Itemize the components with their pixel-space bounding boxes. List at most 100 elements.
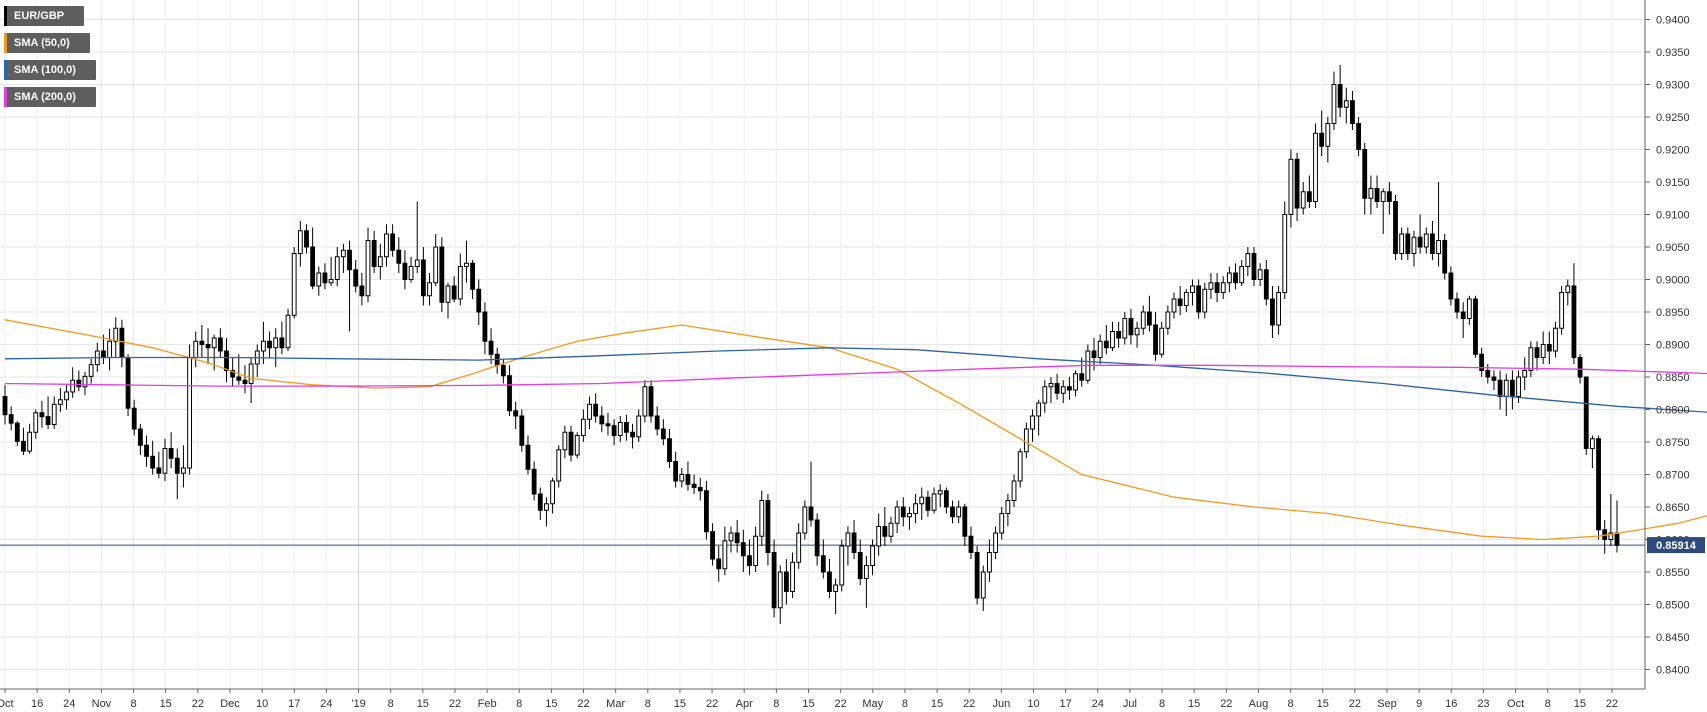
candle-body-up	[1325, 123, 1331, 147]
candle	[242, 365, 248, 394]
legend: EUR/GBP SMA (50,0) SMA (100,0) SMA (200,…	[4, 6, 96, 114]
x-tick-label: 8	[1545, 698, 1551, 710]
candle	[728, 526, 734, 553]
candle-body-down	[101, 350, 106, 358]
candle	[1060, 380, 1066, 403]
legend-item-sma-100[interactable]: SMA (100,0)	[4, 60, 96, 80]
candle	[611, 419, 617, 446]
candle	[1110, 321, 1115, 351]
candle	[279, 321, 285, 355]
candle-body-up	[57, 399, 63, 405]
candle	[45, 396, 51, 429]
y-tick-label: 0.9300	[1656, 80, 1690, 92]
candle	[630, 423, 635, 449]
candle	[1208, 273, 1214, 299]
candle-body-up	[261, 340, 266, 352]
candle	[236, 354, 242, 385]
candle-body-down	[685, 474, 691, 485]
candle-body-down	[8, 414, 14, 424]
candle	[414, 201, 420, 273]
y-tick-label: 0.9050	[1656, 242, 1690, 254]
candle-body-up	[1042, 386, 1048, 404]
candle-body-up	[870, 545, 875, 566]
candle-body-down	[740, 542, 746, 557]
candle	[384, 224, 389, 267]
candle-body-up	[1011, 480, 1017, 501]
candle	[691, 474, 697, 494]
grid-layer	[0, 0, 1645, 689]
legend-item-sma-50[interactable]: SMA (50,0)	[4, 33, 90, 53]
candle-body-down	[1497, 379, 1503, 397]
candle	[980, 565, 986, 611]
candle-body-down	[439, 246, 445, 303]
candle	[1103, 325, 1109, 355]
candle	[1251, 247, 1257, 286]
candle-body-up	[316, 272, 322, 287]
candle	[1571, 263, 1577, 364]
candle	[956, 500, 962, 524]
legend-item-eurgbp[interactable]: EUR/GBP	[4, 6, 84, 26]
candle-body-down	[765, 500, 771, 553]
candle	[1313, 123, 1318, 208]
x-tick-label: 8	[1159, 698, 1165, 710]
candle-body-down	[1596, 438, 1601, 531]
x-tick-label: 22	[577, 698, 589, 710]
candle	[261, 321, 266, 364]
candle	[1005, 494, 1011, 527]
candle-body-up	[1183, 292, 1189, 306]
x-tick-label: 15	[931, 698, 943, 710]
x-tick-label: 15	[417, 698, 429, 710]
candle	[870, 539, 875, 576]
candle	[796, 523, 802, 569]
candle-body-down	[691, 483, 697, 488]
candle-body-up	[82, 375, 88, 388]
legend-item-sma-200[interactable]: SMA (200,0)	[4, 87, 96, 107]
candle	[1553, 321, 1558, 358]
candle	[1386, 182, 1392, 215]
candle	[1491, 370, 1497, 390]
candle-body-down	[599, 415, 605, 425]
candle	[1054, 373, 1060, 400]
candle-body-down	[716, 558, 722, 570]
candle	[827, 559, 832, 598]
candle-body-down	[968, 535, 974, 553]
candle-body-down	[974, 552, 980, 599]
candle	[347, 240, 352, 332]
candle-body-down	[857, 552, 863, 579]
candle	[27, 423, 33, 454]
candle-body-up	[1190, 285, 1195, 293]
candle-body-down	[174, 457, 180, 474]
candle	[931, 487, 937, 514]
x-tick-label: 17	[288, 698, 300, 710]
sma-line-1	[4, 347, 1707, 413]
candle	[21, 427, 26, 455]
candle-body-down	[304, 230, 309, 248]
candle	[648, 380, 654, 423]
candle	[1276, 286, 1282, 335]
candle	[968, 526, 974, 559]
y-tick-label: 0.9250	[1656, 112, 1690, 124]
candle	[464, 240, 469, 283]
candle-body-up	[636, 415, 642, 438]
candle-body-up	[580, 418, 586, 436]
candle-body-down	[1067, 386, 1072, 391]
candle-body-down	[1571, 285, 1577, 358]
candle-body-up	[993, 532, 998, 553]
candle	[316, 266, 322, 296]
candle	[64, 384, 69, 410]
candle-body-down	[137, 428, 143, 446]
candle	[1423, 227, 1429, 254]
candle	[950, 500, 955, 524]
candle	[500, 358, 506, 384]
y-tick-label: 0.9350	[1656, 47, 1690, 59]
candle-body-down	[1448, 272, 1454, 300]
candle	[599, 406, 605, 433]
candle	[722, 526, 728, 576]
candle-body-down	[1485, 370, 1491, 378]
y-tick-label: 0.9400	[1656, 15, 1690, 27]
x-tick-label: 15	[1574, 698, 1586, 710]
candle	[1097, 334, 1103, 364]
candle	[476, 279, 482, 325]
candle-body-down	[950, 506, 955, 518]
candle-body-up	[1122, 318, 1128, 339]
